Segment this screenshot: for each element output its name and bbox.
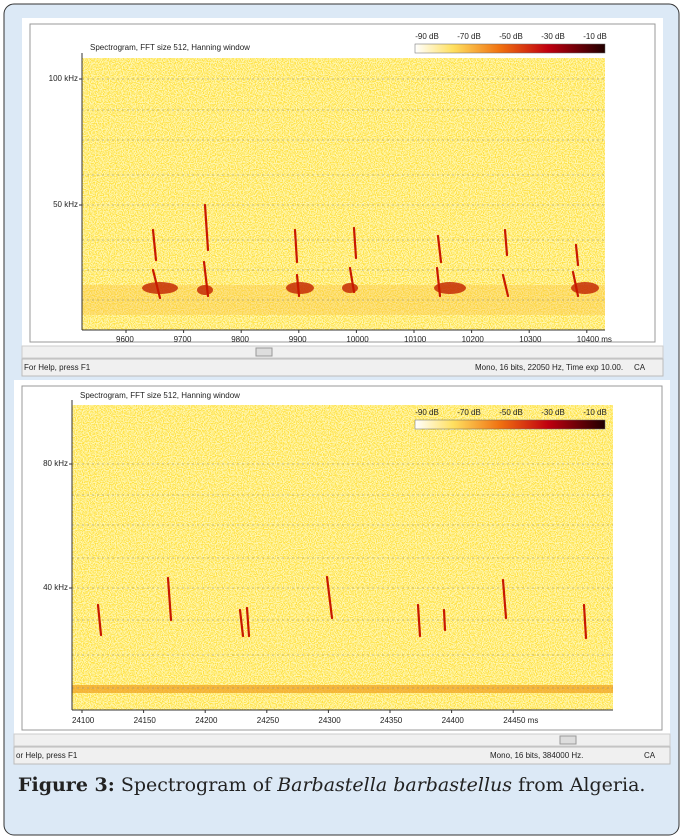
bat-call bbox=[501, 273, 510, 298]
bat-call bbox=[571, 270, 580, 298]
bat-call bbox=[348, 266, 356, 294]
x-label: 24450 ms bbox=[503, 716, 538, 725]
colorbar bbox=[414, 419, 606, 430]
colorbar-label: -50 dB bbox=[499, 408, 523, 417]
panel: Spectrogram, FFT size 512, Hanning windo… bbox=[21, 18, 664, 377]
bat-call bbox=[442, 608, 447, 632]
bat-call bbox=[501, 578, 508, 620]
colorbar-label: -10 dB bbox=[583, 32, 607, 41]
bat-call bbox=[582, 603, 588, 640]
x-label: 10200 bbox=[462, 335, 485, 344]
colorbar bbox=[414, 43, 606, 54]
scroll-thumb[interactable] bbox=[255, 347, 273, 357]
call-energy bbox=[197, 285, 213, 295]
bat-call bbox=[151, 228, 158, 262]
bat-call bbox=[245, 606, 251, 638]
status-end: CA bbox=[644, 751, 656, 760]
x-label: 24150 bbox=[134, 716, 157, 725]
x-label: 10100 bbox=[404, 335, 427, 344]
panel-title: Spectrogram, FFT size 512, Hanning windo… bbox=[90, 43, 250, 52]
bat-call bbox=[416, 603, 422, 638]
colorbar-label: -90 dB bbox=[415, 408, 439, 417]
call-energy bbox=[342, 283, 358, 293]
bat-call bbox=[202, 260, 210, 298]
caption-label: Figure 3: bbox=[18, 774, 115, 796]
bat-call bbox=[166, 576, 173, 622]
x-label: 9600 bbox=[116, 335, 134, 344]
x-label: 24200 bbox=[195, 716, 218, 725]
scrollbar bbox=[21, 345, 664, 359]
call-energy bbox=[286, 282, 314, 294]
bat-call bbox=[503, 228, 509, 257]
x-label: 9900 bbox=[289, 335, 307, 344]
bat-call bbox=[238, 608, 245, 638]
colorbar-label: -30 dB bbox=[541, 408, 565, 417]
status-right: Mono, 16 bits, 22050 Hz, Time exp 10.00. bbox=[475, 363, 623, 372]
colorbar-label: -70 dB bbox=[457, 408, 481, 417]
caption-species: Barbastella barbastellus bbox=[277, 774, 513, 796]
x-label: 24250 bbox=[257, 716, 280, 725]
colorbar-label: -70 dB bbox=[457, 32, 481, 41]
caption: Figure 3: Spectrogram of Barbastella bar… bbox=[18, 770, 660, 800]
x-label: 24350 bbox=[380, 716, 403, 725]
x-label: 24400 bbox=[442, 716, 465, 725]
y-label: 100 kHz bbox=[49, 74, 78, 83]
y-label: 80 kHz bbox=[43, 459, 68, 468]
colorbar-label: -50 dB bbox=[499, 32, 523, 41]
y-label: 50 kHz bbox=[53, 200, 78, 209]
bat-call bbox=[325, 575, 334, 620]
panel-title: Spectrogram, FFT size 512, Hanning windo… bbox=[80, 391, 240, 400]
x-label: 9800 bbox=[231, 335, 249, 344]
x-label: 24300 bbox=[318, 716, 341, 725]
status-right: Mono, 16 bits, 384000 Hz. bbox=[490, 751, 583, 760]
colorbar-label: -30 dB bbox=[541, 32, 565, 41]
call-energy bbox=[434, 282, 466, 294]
bat-call bbox=[293, 228, 299, 264]
call-energy bbox=[142, 282, 178, 294]
scroll-thumb[interactable] bbox=[559, 735, 577, 745]
bat-call bbox=[352, 226, 358, 260]
spectrogram-noise bbox=[72, 405, 613, 710]
x-label: 10300 bbox=[519, 335, 542, 344]
noise-band bbox=[72, 685, 613, 693]
bat-call bbox=[203, 203, 210, 252]
x-label: 24100 bbox=[72, 716, 95, 725]
status-bar bbox=[13, 746, 671, 765]
x-label: 10400 ms bbox=[577, 335, 612, 344]
status-left: or Help, press F1 bbox=[16, 751, 78, 760]
y-label: 40 kHz bbox=[43, 583, 68, 592]
status-bar bbox=[21, 358, 664, 377]
bat-call bbox=[574, 243, 580, 267]
colorbar-label: -10 dB bbox=[583, 408, 607, 417]
caption-text: from Algeria. bbox=[518, 774, 646, 796]
x-label: 10000 bbox=[346, 335, 369, 344]
bat-call bbox=[435, 266, 442, 298]
scrollbar bbox=[13, 733, 671, 747]
bat-call bbox=[436, 234, 443, 264]
x-label: 9700 bbox=[174, 335, 192, 344]
bat-call bbox=[295, 273, 301, 298]
bat-call bbox=[151, 268, 162, 300]
panel: Spectrogram, FFT size 512, Hanning windo… bbox=[13, 380, 671, 765]
status-end: CA bbox=[634, 363, 646, 372]
status-left: For Help, press F1 bbox=[24, 363, 91, 372]
caption-text: Spectrogram of bbox=[120, 774, 272, 796]
colorbar-label: -90 dB bbox=[415, 32, 439, 41]
bat-call bbox=[96, 603, 103, 637]
